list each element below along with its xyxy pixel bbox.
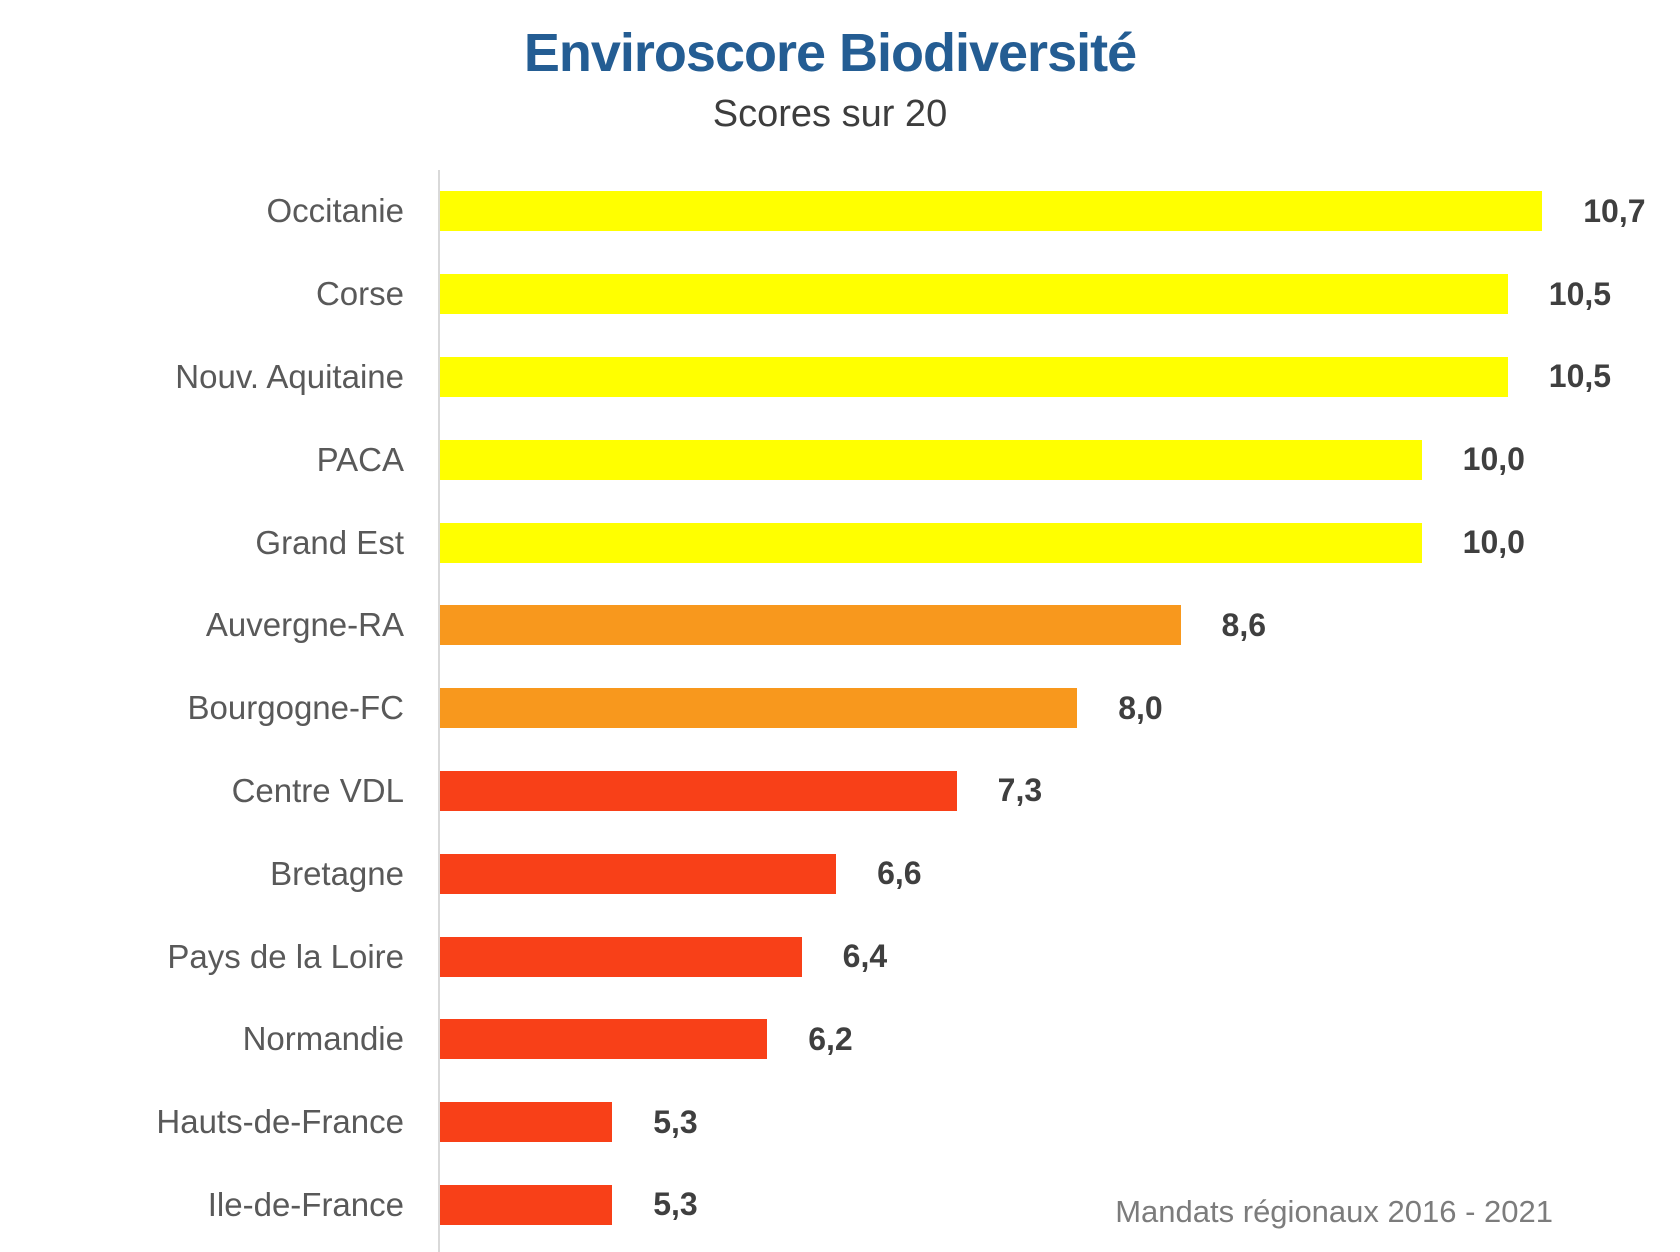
value-label: 5,3 xyxy=(653,1103,698,1140)
chart-row: Auvergne-RA 8,6 xyxy=(0,584,1680,667)
bar xyxy=(440,274,1508,315)
bar-track: 10,5 xyxy=(440,336,1680,419)
bar-chart: Occitanie 10,7 Corse 10,5 Nouv. Aquitain… xyxy=(0,170,1680,1252)
category-label: Nouv. Aquitaine xyxy=(175,357,404,395)
y-axis-line xyxy=(438,170,440,1252)
chart-footnote: Mandats régionaux 2016 - 2021 xyxy=(1115,1194,1553,1229)
chart-rows: Occitanie 10,7 Corse 10,5 Nouv. Aquitain… xyxy=(0,170,1680,1246)
bar-track: 6,6 xyxy=(440,832,1680,915)
bar-track: 8,0 xyxy=(440,667,1680,750)
bar xyxy=(440,936,802,977)
bar xyxy=(440,605,1181,646)
category-label: Pays de la Loire xyxy=(167,937,404,975)
bar-track: 6,4 xyxy=(440,915,1680,998)
chart-row: Pays de la Loire 6,4 xyxy=(0,915,1680,998)
chart-row: Nouv. Aquitaine 10,5 xyxy=(0,336,1680,419)
chart-row: Bretagne 6,6 xyxy=(0,832,1680,915)
bar-track: 10,0 xyxy=(440,501,1680,584)
value-label: 6,6 xyxy=(877,855,922,892)
value-label: 10,0 xyxy=(1462,441,1525,478)
bar-track: 10,0 xyxy=(440,418,1680,501)
bar xyxy=(440,1102,613,1143)
category-label: PACA xyxy=(316,440,404,478)
value-label: 10,5 xyxy=(1548,358,1612,395)
category-label: Grand Est xyxy=(255,523,404,561)
chart-header: Enviroscore Biodiversité Scores sur 20 xyxy=(0,0,1660,136)
bar-track: 5,3 xyxy=(440,1081,1680,1164)
chart-title: Enviroscore Biodiversité xyxy=(523,23,1137,83)
chart-row: Hauts-de-France 5,3 xyxy=(0,1081,1680,1164)
value-label: 6,4 xyxy=(842,938,888,975)
value-label: 10,5 xyxy=(1548,275,1612,312)
bar xyxy=(440,853,837,894)
category-label: Occitanie xyxy=(266,192,404,230)
chart-row: Grand Est 10,0 xyxy=(0,501,1680,584)
bar-track: 10,7 xyxy=(440,170,1680,253)
value-label: 10,0 xyxy=(1462,524,1525,561)
bar-track: 5,3 xyxy=(440,1164,1680,1247)
chart-row: Occitanie 10,7 xyxy=(0,170,1680,253)
chart-row: Centre VDL 7,3 xyxy=(0,750,1680,833)
chart-row: PACA 10,0 xyxy=(0,418,1680,501)
chart-row: Ile-de-France 5,3 xyxy=(0,1164,1680,1247)
bar xyxy=(440,688,1078,729)
bar xyxy=(440,356,1508,397)
category-label: Auvergne-RA xyxy=(205,606,404,644)
bar xyxy=(440,770,957,811)
chart-row: Normandie 6,2 xyxy=(0,998,1680,1081)
category-label: Bourgogne-FC xyxy=(187,689,404,727)
chart-subtitle: Scores sur 20 xyxy=(712,93,948,135)
category-label: Centre VDL xyxy=(231,771,404,809)
category-label: Bretagne xyxy=(270,854,404,892)
bar-track: 6,2 xyxy=(440,998,1680,1081)
chart-row: Corse 10,5 xyxy=(0,253,1680,336)
category-label: Hauts-de-France xyxy=(156,1103,404,1141)
category-label: Normandie xyxy=(242,1020,404,1058)
bar xyxy=(440,191,1543,232)
bar xyxy=(440,1019,768,1060)
bar xyxy=(440,522,1422,563)
value-label: 8,6 xyxy=(1221,606,1267,643)
value-label: 6,2 xyxy=(808,1020,853,1057)
value-label: 7,3 xyxy=(997,772,1043,809)
bar-track: 10,5 xyxy=(440,253,1680,336)
bar xyxy=(440,439,1422,480)
value-label: 5,3 xyxy=(653,1186,698,1223)
bar xyxy=(440,1184,613,1225)
bar-track: 7,3 xyxy=(440,750,1680,833)
bar-track: 8,6 xyxy=(440,584,1680,667)
category-label: Corse xyxy=(315,275,404,313)
value-label: 10,7 xyxy=(1583,192,1646,229)
value-label: 8,0 xyxy=(1118,689,1163,726)
category-label: Ile-de-France xyxy=(207,1185,404,1223)
chart-row: Bourgogne-FC 8,0 xyxy=(0,667,1680,750)
